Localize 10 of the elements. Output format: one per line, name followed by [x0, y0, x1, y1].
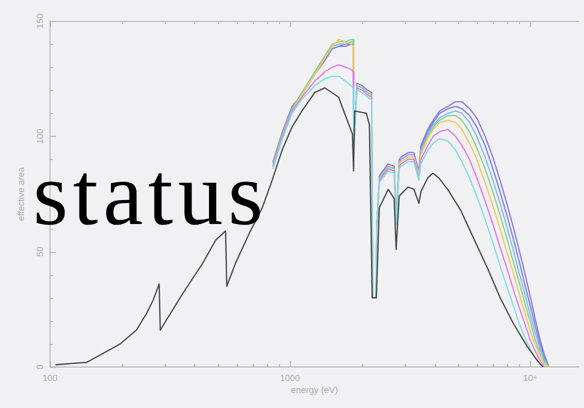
y-tick-label: 100 — [34, 128, 45, 144]
x-tick-label: 100 — [42, 372, 58, 383]
y-tick-label: 150 — [34, 13, 45, 29]
y-axis-title: effective area — [16, 167, 26, 221]
x-tick-label: 1000 — [280, 372, 300, 383]
x-axis-title: energy (eV) — [290, 385, 338, 396]
x-tick-label: 10⁴ — [523, 372, 538, 383]
y-tick-label: 50 — [34, 246, 45, 257]
y-tick-label: 0 — [34, 364, 45, 370]
annotation: status — [33, 145, 268, 245]
